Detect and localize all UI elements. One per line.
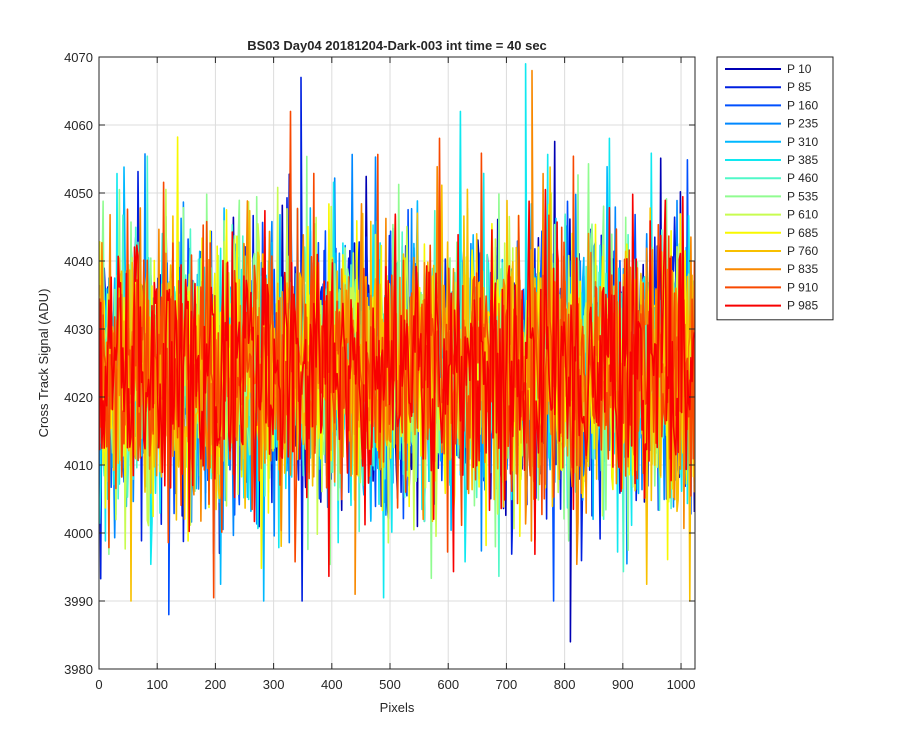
legend-label: P 85 xyxy=(787,80,812,94)
legend-label: P 160 xyxy=(787,98,818,112)
legend-label: P 610 xyxy=(787,208,818,222)
legend-label: P 460 xyxy=(787,171,818,185)
legend-label: P 760 xyxy=(787,244,818,258)
x-tick-label: 900 xyxy=(612,677,634,692)
chart-title: BS03 Day04 20181204-Dark-003 int time = … xyxy=(247,38,547,53)
x-tick-label: 100 xyxy=(146,677,168,692)
x-tick-label: 600 xyxy=(437,677,459,692)
legend-box xyxy=(716,56,834,321)
y-axis-label: Cross Track Signal (ADU) xyxy=(36,289,51,438)
x-tick-label: 300 xyxy=(263,677,285,692)
y-tick-label: 3980 xyxy=(64,662,93,677)
legend-label: P 235 xyxy=(787,117,818,131)
legend-label: P 985 xyxy=(787,299,818,313)
y-tick-label: 4010 xyxy=(64,458,93,473)
legend: P 10 P 85 P 160 P 235 P 310 P 385 P 460 P 535 P … xyxy=(716,56,834,321)
y-tick-label: 4000 xyxy=(64,526,93,541)
plot-area xyxy=(99,63,695,643)
x-tick-label: 1000 xyxy=(667,677,696,692)
legend-label: P 685 xyxy=(787,226,818,240)
legend-label: P 835 xyxy=(787,262,818,276)
legend-label: P 535 xyxy=(787,189,818,203)
x-tick-label: 0 xyxy=(95,677,102,692)
x-tick-label: 400 xyxy=(321,677,343,692)
y-tick-label: 4070 xyxy=(64,50,93,65)
axes-box xyxy=(98,56,696,670)
series-line-p985 xyxy=(99,188,695,578)
legend-label: P 310 xyxy=(787,135,818,149)
legend-label: P 910 xyxy=(787,280,818,294)
y-tick-label: 4040 xyxy=(64,254,93,269)
x-tick-label: 800 xyxy=(554,677,576,692)
x-tick-label: 200 xyxy=(205,677,227,692)
y-tick-label: 4050 xyxy=(64,186,93,201)
legend-label: P 385 xyxy=(787,153,818,167)
x-tick-label: 500 xyxy=(379,677,401,692)
y-tick-label: 4030 xyxy=(64,322,93,337)
x-axis-label: Pixels xyxy=(380,700,415,715)
axis-ticks: 0 100 200 300 400 500 600 700 800 900 1000 3980 3990… xyxy=(64,50,695,692)
y-tick-label: 4060 xyxy=(64,118,93,133)
y-tick-label: 4020 xyxy=(64,390,93,405)
x-tick-label: 700 xyxy=(496,677,518,692)
legend-label: P 10 xyxy=(787,62,812,76)
y-tick-label: 3990 xyxy=(64,594,93,609)
